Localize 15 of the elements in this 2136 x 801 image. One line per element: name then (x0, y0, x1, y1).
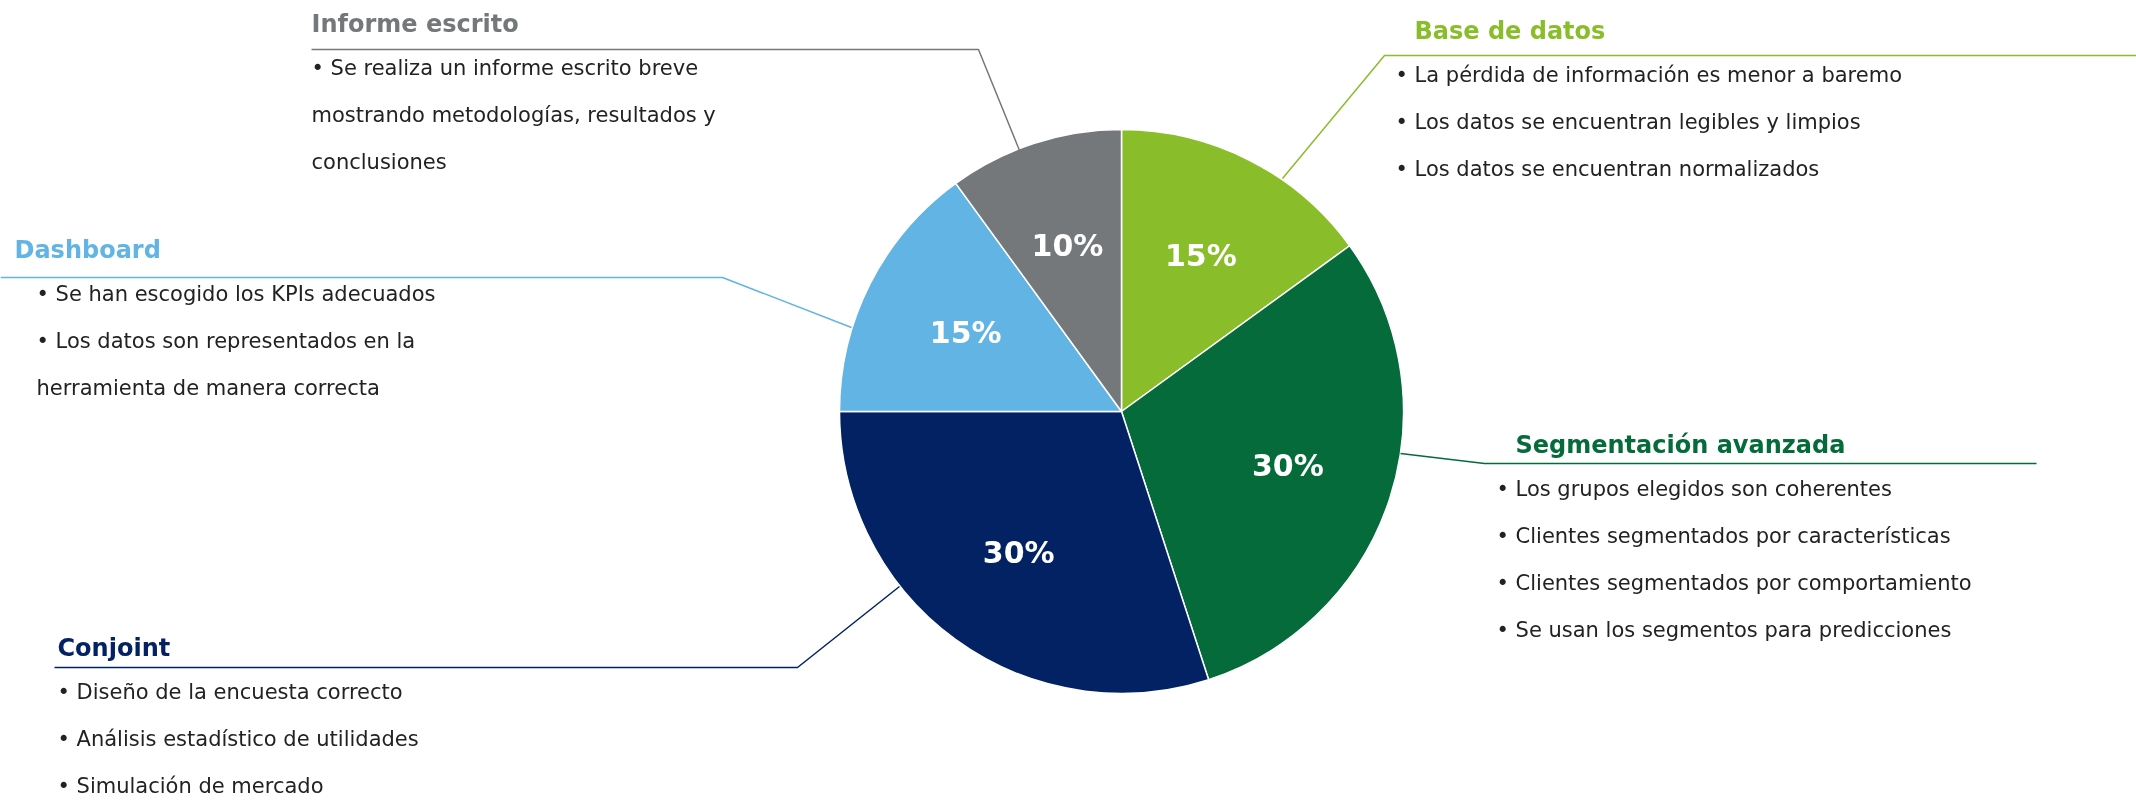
slice-label: Base de datos (1414, 16, 1606, 45)
text: • Se han escogido los KPIs adecuados • Los datos son representados en la herramienta de manera correcta (36, 281, 436, 400)
slice-label: Informe escrito (311, 9, 519, 38)
text: • Los grupos elegidos son coherentes • Clientes segmentados por características • Clientes segmentados por comportamiento • Se usan los segmentos para predicciones (1496, 476, 1972, 642)
text: • Se realiza un informe escrito breve mostrando metodologías, resultados y conclusiones (311, 55, 716, 174)
text: • La pérdida de información es menor a baremo • Los datos se encuentran legibles y limpios • Los datos se encuentran normalizados (1395, 62, 1902, 181)
data-label: 15% (929, 314, 1002, 350)
data-label: 30% (982, 535, 1055, 571)
slice-label: Segmentación avanzada (1515, 430, 1846, 459)
slice-label: Dashboard (14, 235, 161, 264)
data-label: 15% (1164, 238, 1237, 274)
data-label: 10% (1031, 227, 1104, 263)
text: • Diseño de la encuesta correcto • Análisis estadístico de utilidades • Simulación de mercado (57, 679, 419, 798)
data-label: 30% (1251, 448, 1324, 484)
slice-label: Conjoint (57, 633, 171, 662)
